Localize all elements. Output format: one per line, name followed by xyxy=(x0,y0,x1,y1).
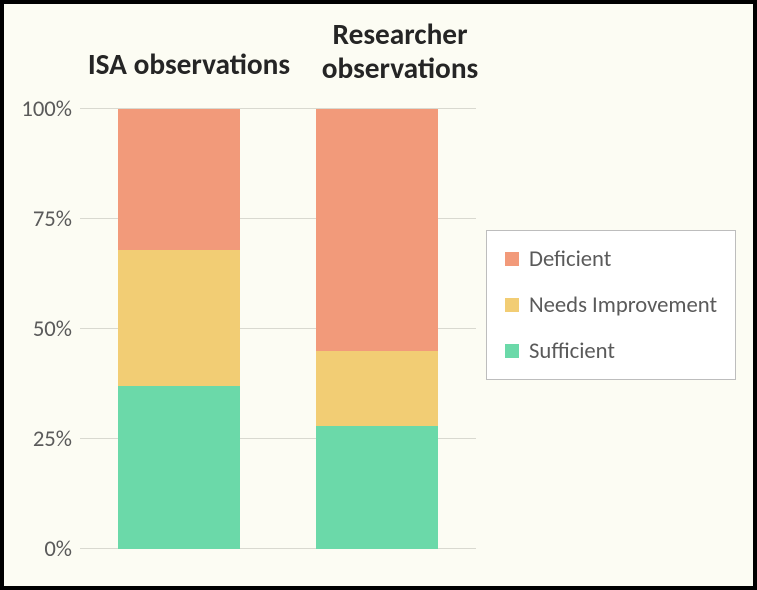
bar-segment-deficient xyxy=(118,109,241,250)
bar-segment-sufficient xyxy=(118,386,241,549)
plot-area: 0%25%50%75%100% xyxy=(80,109,476,549)
chart-frame: ISA observations Researcherobservations … xyxy=(0,0,757,590)
legend-swatch xyxy=(505,252,519,266)
legend-label: Sufficient xyxy=(529,337,615,365)
legend-swatch xyxy=(505,344,519,358)
bar-segment-needs_improvement xyxy=(118,250,241,386)
bar-segment-sufficient xyxy=(316,426,439,549)
chart-area: ISA observations Researcherobservations … xyxy=(4,4,753,586)
y-tick-label: 100% xyxy=(21,95,80,123)
column-title-line: ISA observations xyxy=(88,46,290,82)
legend-label: Deficient xyxy=(529,245,611,273)
legend-item-deficient: Deficient xyxy=(505,245,717,273)
y-tick-label: 25% xyxy=(33,425,80,453)
y-tick-label: 0% xyxy=(44,535,80,563)
bar-segment-needs_improvement xyxy=(316,351,439,426)
legend-label: Needs Improvement xyxy=(529,291,717,319)
y-tick-label: 50% xyxy=(33,315,80,343)
y-tick-label: 75% xyxy=(33,205,80,233)
legend-item-sufficient: Sufficient xyxy=(505,337,717,365)
bar-researcher xyxy=(316,109,439,549)
bar-isa xyxy=(118,109,241,549)
legend-item-needs_improvement: Needs Improvement xyxy=(505,291,717,319)
column-title-line: observations xyxy=(322,50,479,86)
column-title-isa: ISA observations xyxy=(74,48,304,82)
bar-segment-deficient xyxy=(316,109,439,351)
column-title-line: Researcher xyxy=(333,16,468,52)
column-title-researcher: Researcherobservations xyxy=(300,18,500,85)
legend: Deficient Needs Improvement Sufficient xyxy=(486,230,736,380)
legend-swatch xyxy=(505,298,519,312)
